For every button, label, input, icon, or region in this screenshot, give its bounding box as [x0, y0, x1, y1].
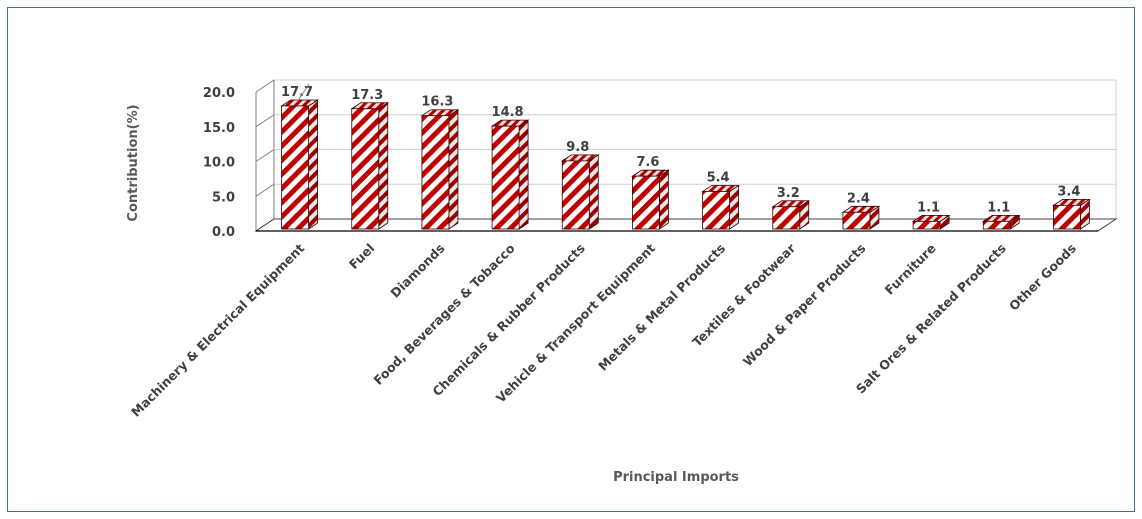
data-label: 2.4 — [847, 191, 870, 206]
data-label: 1.1 — [987, 200, 1010, 215]
data-label: 17.7 — [281, 85, 313, 100]
bar-side — [729, 184, 739, 230]
x-tick-label: Furniture — [882, 241, 939, 298]
gridline-side — [255, 183, 275, 197]
x-tick-label: Salt Ores & Related Products — [853, 241, 1009, 397]
y-axis-title: Contribution(%) — [126, 104, 141, 221]
bar-side — [308, 99, 318, 230]
x-tick-label: Food, Beverages & Tobacco — [370, 240, 518, 388]
x-axis-title: Principal Imports — [613, 470, 739, 485]
data-label: 14.8 — [492, 105, 524, 120]
bar-side — [518, 119, 529, 230]
bar — [702, 191, 730, 230]
y-tick-label: 20.0 — [203, 86, 235, 101]
bar-side — [659, 169, 669, 230]
bar — [561, 160, 590, 230]
bar — [421, 115, 450, 230]
x-tick-label: Wood & Paper Products — [740, 241, 869, 370]
bar-side — [378, 102, 389, 230]
bar — [351, 108, 380, 230]
x-tick-label: Vehicle & Transport Equipment — [493, 241, 658, 406]
data-label: 3.2 — [777, 186, 800, 201]
bar — [1053, 204, 1081, 230]
bar — [982, 220, 1011, 230]
bar — [842, 211, 871, 230]
data-label: 17.3 — [351, 88, 383, 103]
x-tick-label: Machinery & Electrical Equipment — [128, 240, 307, 419]
y-tick-label: 0.0 — [212, 225, 235, 240]
x-tick-label: Diamonds — [387, 241, 447, 301]
gridline-side — [255, 149, 275, 162]
y-tick-label: 15.0 — [203, 121, 235, 136]
data-label: 1.1 — [917, 200, 940, 215]
x-tick-label: Other Goods — [1006, 241, 1079, 314]
y-tick-label: 5.0 — [212, 190, 235, 205]
y-tick-label: 10.0 — [203, 156, 235, 171]
gridline-side — [255, 114, 275, 128]
chart-frame — [7, 7, 1135, 512]
data-label: 7.6 — [636, 155, 659, 170]
x-tick-label: Chemicals & Rubber Products — [429, 241, 587, 399]
x-tick-label: Metals & Metal Products — [595, 241, 728, 374]
data-label: 3.4 — [1057, 184, 1080, 199]
data-label-leader — [296, 83, 310, 103]
bar — [772, 206, 801, 230]
bar — [632, 175, 660, 230]
gridline-side — [255, 79, 275, 93]
data-label: 9.8 — [566, 140, 589, 155]
bar-side — [448, 108, 459, 230]
data-label: 5.4 — [707, 170, 730, 185]
x-tick-label: Fuel — [346, 241, 378, 273]
bar — [281, 105, 309, 230]
bar-side — [588, 154, 599, 230]
data-label: 16.3 — [421, 95, 453, 110]
bar — [912, 220, 941, 230]
bar — [491, 125, 520, 230]
